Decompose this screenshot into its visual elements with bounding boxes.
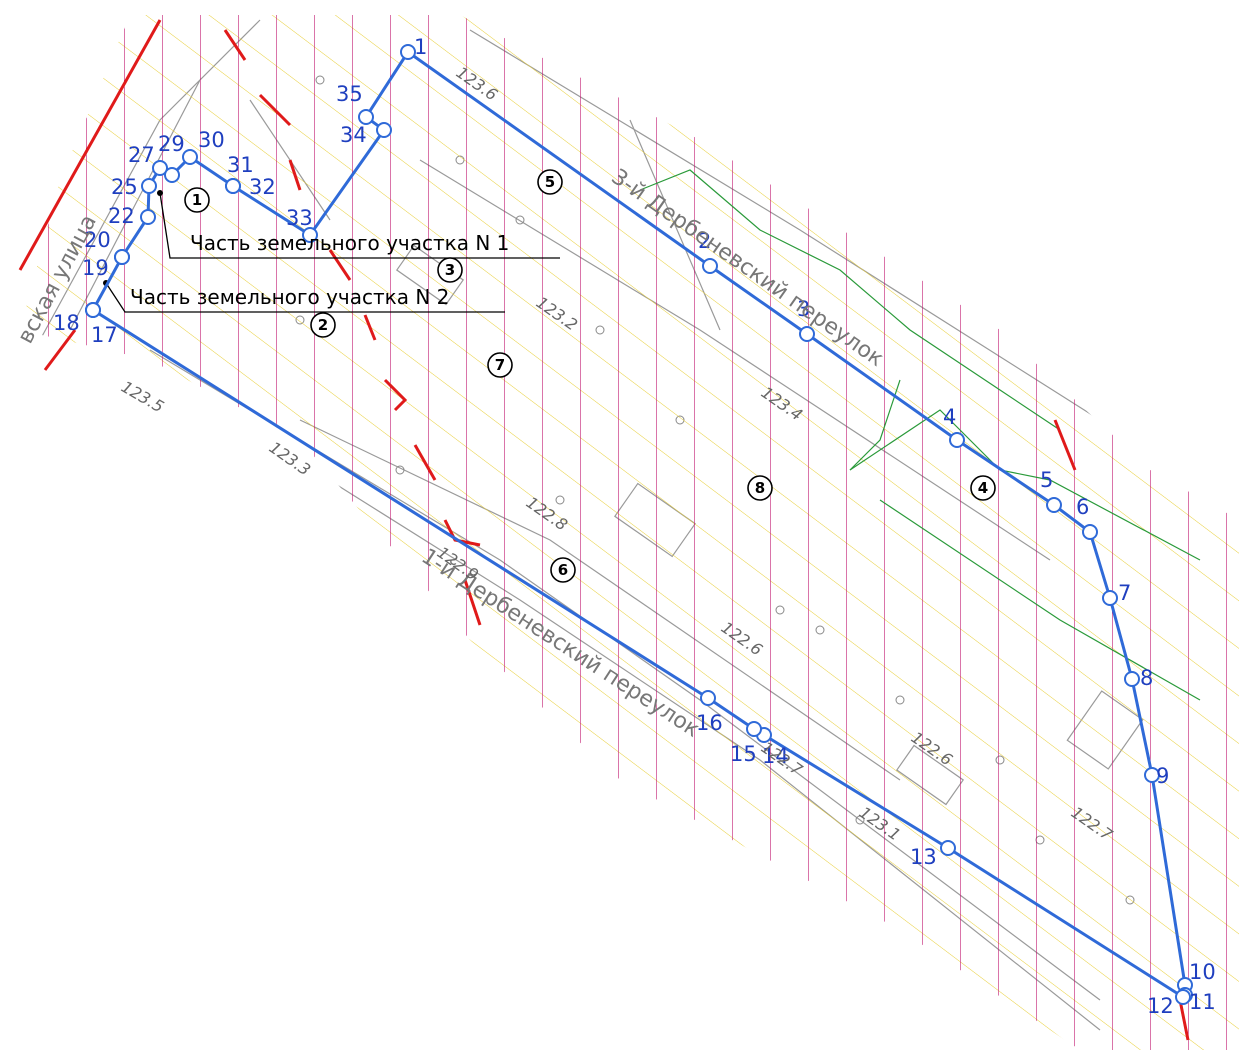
boundary-point [1144,767,1160,783]
point-label: 12 [1147,994,1174,1018]
boundary-point [152,160,168,176]
boundary-point [225,178,241,194]
boundary-point [799,326,815,342]
zone-marker [437,257,463,283]
point-label: 10 [1189,960,1216,984]
point-label: 17 [91,323,118,347]
callout-label: Часть земельного участка N 2 [130,285,449,309]
point-label: 8 [1140,666,1153,690]
zone-label: 8 [755,479,765,497]
point-label: 6 [1076,495,1089,519]
zone-marker [747,475,773,501]
point-label: 4 [943,405,956,429]
point-label: 25 [111,175,138,199]
boundary-point [358,109,374,125]
boundary-point [700,690,716,706]
point-label: 5 [1040,468,1053,492]
zone-marker [550,557,576,583]
point-label: 2 [698,229,711,253]
point-label: 22 [108,204,135,228]
point-label: 31 [227,153,254,177]
point-label: 14 [762,744,789,768]
boundary-point [949,432,965,448]
callout-dot [157,190,163,196]
zone-marker [487,352,513,378]
point-label: 16 [696,711,723,735]
point-label: 7 [1118,581,1131,605]
zone-marker [537,169,563,195]
point-label: 34 [340,123,367,147]
zone-label: 5 [545,173,555,191]
point-label: 35 [336,82,363,106]
zone-label: 2 [318,316,328,334]
point-label: 15 [730,742,757,766]
boundary-point [164,167,180,183]
boundary-point [140,209,156,225]
zone-label: 1 [192,191,202,209]
boundary-point [114,249,130,265]
point-label: 9 [1156,764,1169,788]
boundary-point [141,178,157,194]
zone-label: 4 [978,479,988,497]
boundary-point [376,122,392,138]
boundary-point [1046,497,1062,513]
zone-marker [184,187,210,213]
boundary-point [1175,989,1191,1005]
boundary-point [302,227,318,243]
boundary-point [182,149,198,165]
point-label: 30 [198,128,225,152]
point-label: 20 [84,228,111,252]
boundary-point [1082,524,1098,540]
callout-label: Часть земельного участка N 1 [190,231,509,255]
boundary-point [400,44,416,60]
point-label: 33 [286,206,313,230]
point-label: 19 [82,256,109,280]
point-label: 18 [53,311,80,335]
point-label: 1 [414,35,427,59]
elevation-label: 123.5 [118,377,167,416]
zone-label: 7 [495,356,505,374]
point-label: 32 [249,175,276,199]
boundary-point [746,721,762,737]
point-label: 29 [158,132,185,156]
point-label: 11 [1189,990,1216,1014]
callout-leaders [105,192,560,313]
point-label: 3 [797,297,810,321]
point-label: 13 [910,845,937,869]
point-label: 27 [128,143,155,167]
boundary-point [702,258,718,274]
zone-marker [310,312,336,338]
zone-marker [970,475,996,501]
zone-label: 3 [445,261,455,279]
red-markers [18,19,1190,1041]
boundary-point [940,840,956,856]
boundary-point [1102,590,1118,606]
zone-label: 6 [558,561,568,579]
boundary-point [85,302,101,318]
boundary-point [1124,671,1140,687]
